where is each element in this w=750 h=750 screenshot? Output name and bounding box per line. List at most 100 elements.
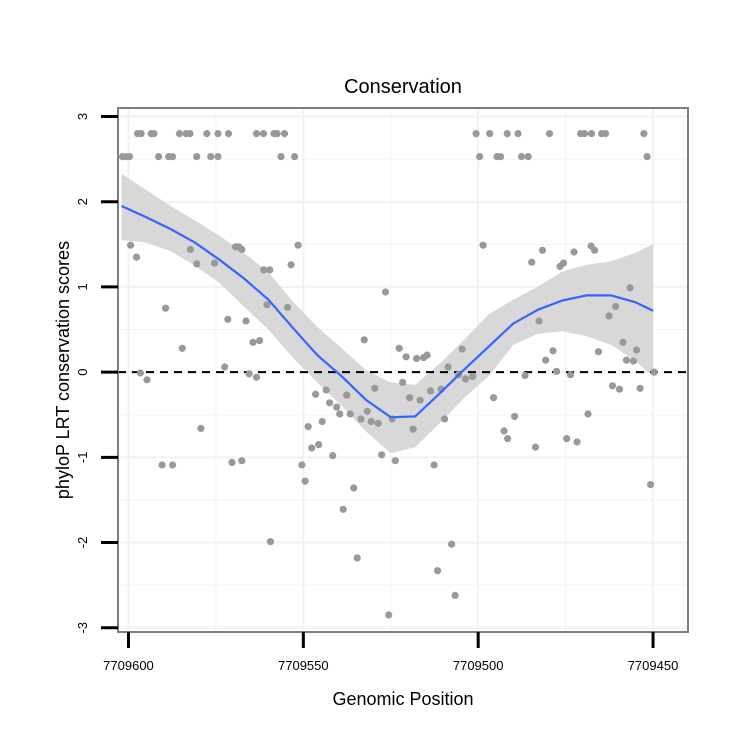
data-points [118,130,658,619]
data-point [510,412,519,420]
y-axis: -3 -2 -1 0 1 2 3 [75,113,118,634]
data-point [277,153,285,161]
data-point [228,458,236,466]
data-point [136,369,144,377]
data-point [224,130,233,138]
data-point [360,336,368,344]
data-point [371,384,379,392]
data-point [458,345,466,353]
data-point [304,423,312,431]
data-point [416,396,424,404]
data-point [336,410,344,418]
data-point [391,457,399,465]
data-point [451,591,459,600]
y-tick-label: -2 [75,537,90,549]
data-point [125,153,134,161]
smoothed-trend-line [121,204,654,419]
data-point [143,376,151,384]
y-tick-label: -3 [75,622,90,634]
data-point [406,394,414,402]
data-point [552,367,561,375]
plot-panel [118,108,688,632]
data-point [333,403,341,411]
data-point [346,410,354,418]
data-point [381,288,390,296]
chart-title: Conservation [344,76,462,98]
data-point [636,384,644,392]
data-point [273,130,281,138]
data-point [601,130,610,138]
data-point [322,386,330,394]
data-point [178,344,186,352]
data-point [193,153,201,161]
data-point [517,153,526,161]
data-point [612,302,620,311]
data-point [640,130,648,138]
data-point [260,266,268,274]
data-point [531,443,540,451]
data-point [542,356,550,364]
data-point [504,435,512,443]
data-point [238,457,246,465]
data-point [252,373,261,381]
data-point [353,554,361,562]
data-point [150,130,158,138]
data-point [287,261,295,269]
data-point [409,425,417,433]
data-point [580,130,589,138]
x-axis: 7709600 7709550 7709500 7709450 [103,632,678,673]
data-point [444,363,452,371]
data-point [132,253,141,261]
data-point [242,317,250,325]
data-point [486,130,494,138]
data-point [545,130,554,138]
y-tick-label: 1 [75,283,90,290]
data-point [298,461,306,469]
data-point [538,246,547,254]
data-point [497,153,505,161]
data-point [521,371,529,380]
data-point [137,130,145,138]
data-point [413,354,421,363]
data-point [573,438,581,446]
data-point [308,444,316,452]
data-point [584,410,592,418]
data-point [647,481,655,489]
y-tick-label: -1 [75,452,90,464]
panel-border [117,107,689,633]
data-point [570,248,578,256]
data-point [385,611,393,619]
data-point [448,540,456,548]
data-point [186,245,194,253]
data-point [423,351,431,359]
data-point [490,394,498,402]
data-point [559,259,568,267]
data-point [284,303,292,311]
data-point [650,368,658,376]
x-axis-title: Genomic Position [332,689,473,709]
data-point [427,387,435,395]
data-point [528,258,536,266]
data-point [312,390,320,398]
data-point [291,153,299,161]
data-point [249,338,257,346]
data-point [169,461,177,469]
data-point [162,304,170,312]
data-point [350,484,358,492]
data-point [535,317,543,325]
y-tick-label: 0 [75,369,90,376]
data-point [169,153,177,161]
data-point [363,407,371,415]
data-point [514,130,522,138]
data-point [479,241,487,249]
data-point [441,415,449,423]
data-point [210,259,219,267]
data-point [256,337,264,345]
data-point [629,357,638,365]
data-point [207,153,215,161]
data-point [434,567,442,575]
data-point [619,338,627,346]
data-point [155,153,163,161]
data-point [591,246,599,254]
